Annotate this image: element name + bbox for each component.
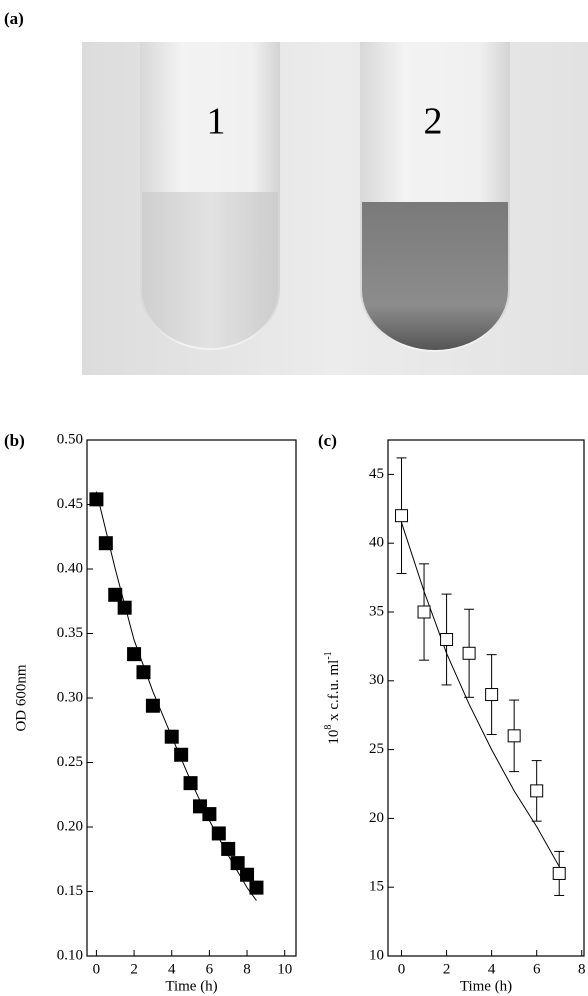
y-tick-label: 35 (369, 603, 384, 619)
marker (202, 807, 217, 822)
photo: 1 2 (82, 42, 588, 375)
y-tick-label: 40 (369, 535, 384, 551)
marker (211, 826, 226, 841)
marker (230, 856, 245, 871)
marker (174, 747, 189, 762)
panel-label: (b) (4, 431, 25, 450)
fit-line (95, 491, 257, 901)
y-tick-label: 45 (369, 466, 384, 482)
marker (507, 729, 521, 743)
marker (221, 841, 236, 856)
marker (98, 536, 113, 551)
y-tick-label: 30 (369, 672, 384, 688)
y-tick-label: 25 (369, 741, 384, 757)
panel-label: (a) (4, 9, 24, 28)
fit-line (401, 522, 560, 867)
marker (552, 866, 566, 880)
marker (249, 880, 264, 895)
x-tick-label: 4 (168, 961, 176, 977)
y-axis-label-part: -1 (323, 651, 334, 659)
y-tick-label: 0.45 (57, 496, 83, 512)
y-tick-label: 0.15 (57, 883, 83, 899)
y-tick-label: 10 (369, 947, 384, 963)
plot-frame (387, 439, 585, 957)
x-tick-label: 8 (578, 961, 586, 977)
y-tick-label: 0.30 (57, 689, 83, 705)
tube-liquid (142, 192, 278, 348)
marker (108, 587, 123, 602)
y-tick-label: 0.35 (57, 625, 83, 641)
x-tick-label: 6 (533, 961, 541, 977)
marker (183, 776, 198, 791)
y-axis-label: OD 600nm (13, 664, 29, 731)
marker (127, 647, 142, 662)
tube-liquid (362, 202, 508, 350)
marker (117, 600, 132, 615)
marker (89, 492, 104, 507)
x-tick-label: 0 (398, 961, 406, 977)
y-axis-label: 108 x c.f.u. ml-1 (323, 651, 342, 744)
x-tick-label: 2 (443, 961, 451, 977)
y-axis-label-part: x c.f.u. ml (326, 660, 342, 725)
x-axis-label: Time (h) (460, 978, 512, 994)
x-tick-label: 0 (93, 961, 101, 977)
x-tick-label: 10 (277, 961, 292, 977)
tube-label: 2 (424, 101, 443, 143)
marker (136, 665, 151, 680)
marker (462, 646, 476, 660)
y-axis-label-part: 8 (323, 725, 334, 730)
y-tick-label: 0.20 (57, 818, 83, 834)
panel-label: (c) (318, 431, 337, 450)
y-tick-label: 0.10 (57, 947, 83, 963)
x-tick-label: 6 (206, 961, 214, 977)
x-tick-label: 4 (488, 961, 496, 977)
marker (145, 698, 160, 713)
marker (240, 867, 255, 882)
marker (417, 605, 431, 619)
y-axis-label-part: 10 (326, 730, 342, 745)
marker (164, 729, 179, 744)
x-tick-label: 8 (243, 961, 251, 977)
y-tick-label: 0.25 (57, 754, 83, 770)
y-tick-label: 15 (369, 879, 384, 895)
marker (440, 633, 454, 647)
y-tick-label: 0.50 (57, 431, 83, 447)
y-tick-label: 0.40 (57, 560, 83, 576)
y-tick-label: 20 (369, 810, 384, 826)
marker (395, 509, 409, 523)
marker (485, 688, 499, 702)
x-tick-label: 2 (130, 961, 138, 977)
plot-frame (86, 439, 297, 957)
x-axis-label: Time (h) (165, 978, 217, 994)
tube-label: 1 (207, 101, 226, 143)
marker (530, 784, 544, 798)
